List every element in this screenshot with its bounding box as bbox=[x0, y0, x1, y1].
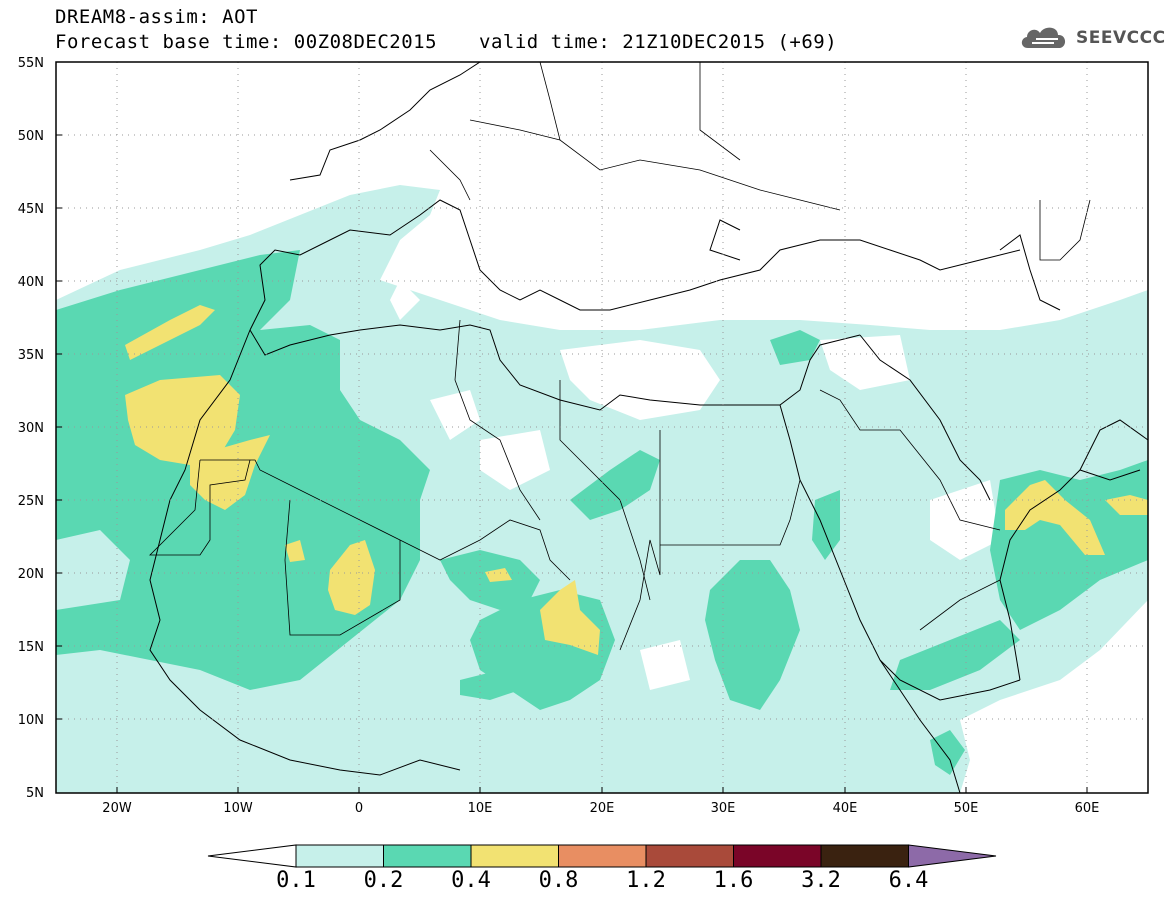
lat-label-20n: 20N bbox=[18, 567, 44, 582]
colorbar-bin-6 bbox=[733, 844, 822, 868]
lat-label-55n: 55N bbox=[18, 56, 44, 71]
colorbar-label-1-6: 1.6 bbox=[713, 868, 754, 893]
forecast-base-time: Forecast base time: 00Z08DEC2015 valid ti… bbox=[55, 31, 837, 53]
tick-marks bbox=[56, 61, 1088, 793]
lat-label-50n: 50N bbox=[18, 129, 44, 144]
colorbar-label-1-2: 1.2 bbox=[626, 868, 666, 893]
colorbar-over-triangle bbox=[908, 844, 997, 868]
lon-label-50e: 50E bbox=[954, 801, 979, 816]
lon-label-30e: 30E bbox=[711, 801, 736, 816]
lat-label-45n: 45N bbox=[18, 202, 44, 217]
lat-label-35n: 35N bbox=[18, 348, 44, 363]
base-time-text: Forecast base time: 00Z08DEC2015 bbox=[55, 31, 438, 53]
colorbar-label-0-2: 0.2 bbox=[363, 868, 404, 893]
seevccc-logo: SEEVCCC bbox=[1018, 24, 1165, 52]
lon-label-20w: 20W bbox=[102, 801, 132, 816]
map-title: DREAM8-assim: AOT bbox=[55, 6, 258, 28]
lat-label-25n: 25N bbox=[18, 494, 44, 509]
colorbar-bin-1 bbox=[295, 844, 384, 868]
lat-label-5n: 5N bbox=[26, 786, 44, 801]
lat-label-10n: 10N bbox=[18, 713, 44, 728]
valid-time-text: valid time: 21Z10DEC2015 (+69) bbox=[479, 31, 838, 53]
country-borders bbox=[149, 62, 1091, 651]
cloud-icon bbox=[1021, 27, 1066, 48]
logo-text: SEEVCCC bbox=[1076, 28, 1165, 48]
colorbar-label-3-2: 3.2 bbox=[801, 868, 841, 893]
lat-label-30n: 30N bbox=[18, 421, 44, 436]
colorbar-bin-2 bbox=[383, 844, 472, 868]
lon-label-40e: 40E bbox=[833, 801, 858, 816]
coastlines bbox=[149, 62, 1148, 793]
colorbar-label-0-8: 0.8 bbox=[538, 868, 579, 893]
lat-labels: 55N 50N 45N 40N 35N 30N 25N 20N 15N 10N … bbox=[18, 56, 44, 801]
colorbar-label-0-4: 0.4 bbox=[451, 868, 491, 893]
colorbar-label-6-4: 6.4 bbox=[888, 868, 929, 893]
lon-label-10e: 10E bbox=[468, 801, 493, 816]
lon-labels: 20W 10W 0 10E 20E 30E 40E 50E 60E bbox=[102, 801, 1099, 816]
lat-label-15n: 15N bbox=[18, 640, 44, 655]
lon-label-20e: 20E bbox=[590, 801, 615, 816]
lon-label-0: 0 bbox=[355, 801, 363, 816]
lon-label-10w: 10W bbox=[223, 801, 253, 816]
colorbar-bin-5 bbox=[645, 844, 734, 868]
colorbar-bin-4 bbox=[558, 844, 647, 868]
colorbar bbox=[207, 844, 997, 868]
colorbar-label-0-1: 0.1 bbox=[276, 868, 316, 893]
gridlines bbox=[56, 62, 1148, 793]
lon-label-60e: 60E bbox=[1075, 801, 1100, 816]
colorbar-under-triangle bbox=[207, 844, 297, 868]
colorbar-bin-3 bbox=[470, 844, 559, 868]
lat-label-40n: 40N bbox=[18, 275, 44, 290]
colorbar-bin-7 bbox=[820, 844, 909, 868]
